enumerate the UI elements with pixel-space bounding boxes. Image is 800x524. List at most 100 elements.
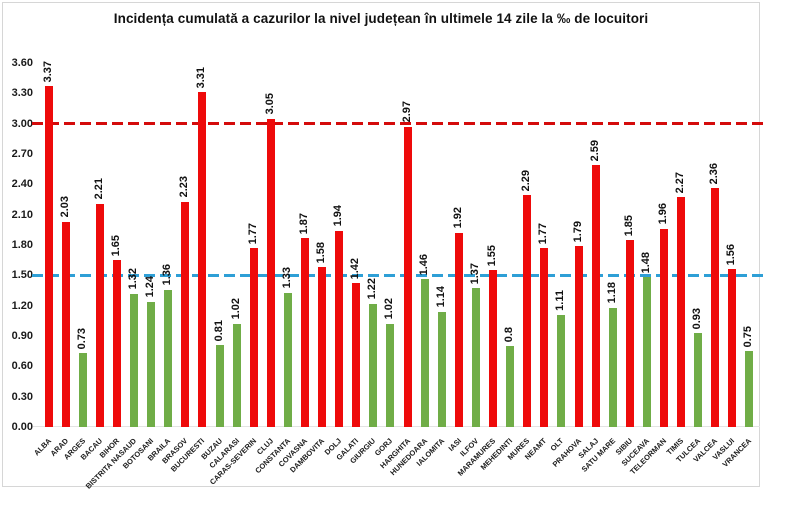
bar [608,307,617,427]
bar-value-label: 2.21 [92,178,105,200]
bar [335,230,344,427]
bar [728,269,737,427]
bar-value-label: 1.24 [144,276,157,298]
bar-value-label: 1.42 [349,258,362,280]
bar [523,195,532,427]
bar [112,260,121,427]
y-axis-label: 3.00 [11,117,33,130]
bar-value-label: 1.14 [434,286,447,308]
bar [489,270,498,427]
reference-line-upper-threshold [32,122,764,126]
bar-value-label: 1.32 [127,268,140,290]
bar [420,279,429,427]
bar-value-label: 1.18 [605,282,618,304]
bar-value-label: 1.11 [554,289,567,311]
bar-value-label: 2.36 [708,162,721,185]
chart-title: Incidența cumulată a cazurilor la nivel … [113,11,649,26]
bar-value-label: 1.02 [383,298,396,320]
bar [352,283,361,427]
bar [574,246,583,427]
bar [232,323,241,427]
bar [95,203,104,427]
bar [300,237,309,427]
y-axis-label: 0.30 [11,390,33,403]
x-axis: ALBA ARAD ARGES BACAU BIHOR BISTRITA NASAUD BO… [3,427,759,490]
bar-value-label: 0.81 [212,319,225,342]
bar-value-label: 1.48 [639,251,652,274]
y-axis-label: 1.80 [11,239,33,251]
bar [642,277,651,427]
bar [164,289,173,427]
bar-value-label: 3.05 [263,93,276,115]
bar [403,126,412,427]
bar [44,86,53,427]
bar [711,188,720,427]
bar-value-label: 1.58 [315,241,328,264]
bar-value-label: 1.94 [332,205,345,227]
bar-value-label: 0.93 [691,307,704,329]
bar [557,314,566,427]
bar-value-label: 1.96 [656,203,669,225]
reference-line-lower-threshold [32,273,764,277]
bar [386,323,395,427]
y-axis-label: 0.90 [11,330,33,342]
y-axis-label: 2.10 [11,208,33,221]
y-axis-label: 0.00 [11,421,33,433]
bar-value-label: 2.29 [520,170,533,192]
bar-value-label: 2.97 [400,101,413,123]
bar [454,232,463,427]
bar [591,165,600,427]
bar-value-label: 1.65 [109,234,122,257]
bar [437,311,446,427]
bar [61,221,70,427]
bar-value-label: 0.75 [742,325,755,348]
bar-value-label: 3.31 [195,66,208,89]
y-axis-label: 1.20 [11,299,33,312]
bar-value-label: 1.22 [366,278,379,300]
bar [181,201,190,427]
bar-value-label: 1.92 [451,207,464,229]
y-axis-label: 2.70 [11,148,33,160]
bar-value-label: 1.56 [725,243,738,266]
bar-value-label: 1.33 [280,267,293,289]
bar-value-label: 2.23 [178,176,191,198]
y-axis-label: 3.30 [11,87,33,100]
bar [198,92,207,427]
bar-value-label: 1.36 [161,264,174,286]
y-axis-label: 0.60 [11,360,33,373]
bar-value-label: 2.27 [674,172,687,194]
bar [540,248,549,427]
bar-value-label: 2.59 [588,139,601,162]
bar [266,118,275,427]
bar-value-label: 3.37 [41,60,54,83]
bar [130,293,139,427]
bar-value-label: 1.02 [229,298,242,320]
bar [249,248,258,427]
bar-value-label: 1.37 [468,263,481,285]
bar-value-label: 1.77 [537,222,550,245]
bar [677,197,686,427]
bar [694,332,703,427]
bar-value-label: 1.87 [297,212,310,234]
chart-frame: Incidența cumulată a cazurilor la nivel … [2,2,764,491]
bar-value-label: 1.55 [486,244,499,267]
bar-value-label: 1.77 [246,222,259,245]
plot-area: 3.37 2.03 0.73 2.21 1.65 1.32 1.24 1.36 2.23 3.31… [32,60,764,427]
bar [215,345,224,427]
bar [625,239,634,427]
bar-value-label: 0.8 [503,326,516,343]
bar-value-label: 2.03 [58,196,71,218]
bar-value-label: 1.85 [622,214,635,236]
bar [283,292,292,427]
bar-value-label: 0.73 [75,327,88,350]
y-axis-label: 3.60 [11,57,33,69]
x-axis-line [33,426,760,427]
bar-value-label: 1.46 [417,253,430,276]
y-axis-label: 1.50 [11,269,33,282]
bar [745,351,754,427]
bar [506,346,515,427]
y-axis-label: 2.40 [11,178,33,191]
bar [147,301,156,427]
bar [369,303,378,427]
bar [78,353,87,427]
